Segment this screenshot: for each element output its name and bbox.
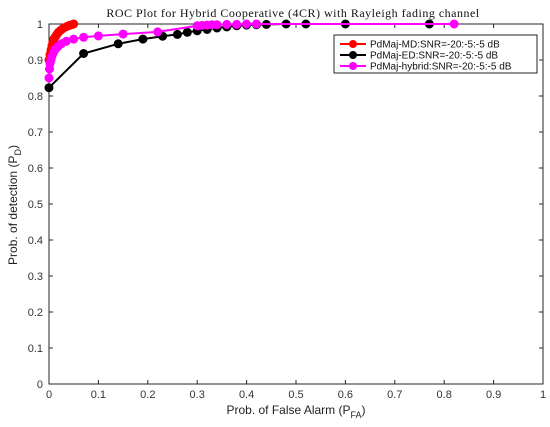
- legend-entries: PdMaj-MD:SNR=-20:-5:-5 dBPdMaj-ED:SNR=-2…: [340, 40, 512, 73]
- y-tick-label: 0: [37, 379, 43, 391]
- legend-entry: PdMaj-hybrid:SNR=-20:-5:-5 dB: [340, 62, 512, 73]
- x-axis-label-subscript: FA: [351, 410, 362, 420]
- y-tick-label: 0.4: [28, 235, 43, 247]
- data-point: [153, 27, 163, 37]
- data-point: [113, 39, 123, 49]
- x-axis-label-close: ): [362, 403, 366, 417]
- legend-marker: [349, 51, 357, 59]
- y-tick-label: 0.3: [28, 271, 43, 283]
- x-axis-label: Prob. of False Alarm (PFA): [226, 403, 365, 420]
- axis-ticks: 0 0.1 0.2 0.3 0.4 0.5 0.6 0.7 0.8 0.9 1 0 0.1 0.2 0.3 0…: [28, 19, 546, 401]
- x-tick-label: 0: [46, 389, 52, 401]
- series-3: [44, 19, 459, 83]
- y-tick-label: 0.8: [28, 91, 43, 103]
- y-tick-label: 0.9: [28, 55, 43, 67]
- legend-label: PdMaj-hybrid:SNR=-20:-5:-5 dB: [370, 62, 512, 73]
- data-point: [93, 31, 103, 41]
- data-point: [242, 19, 252, 29]
- data-point: [44, 83, 54, 93]
- data-point: [138, 34, 148, 44]
- legend-label: PdMaj-ED:SNR=-20:-5:-5 dB: [370, 51, 498, 62]
- x-tick-label: 0.4: [239, 389, 254, 401]
- data-point: [212, 20, 222, 30]
- series-layer: [44, 19, 459, 93]
- x-tick-label: 1: [540, 389, 546, 401]
- y-tick-label: 1: [37, 19, 43, 31]
- data-point: [118, 29, 128, 39]
- y-tick-label: 0.5: [28, 199, 43, 211]
- data-point: [79, 49, 89, 58]
- y-axis-label: Prob. of detection (PD): [6, 145, 23, 265]
- x-tick-label: 0.6: [338, 389, 353, 401]
- legend-label: PdMaj-MD:SNR=-20:-5:-5 dB: [370, 40, 500, 51]
- data-point: [252, 19, 261, 29]
- chart-title: ROC Plot for Hybrid Cooperative (4CR) wi…: [106, 6, 479, 20]
- legend: PdMaj-MD:SNR=-20:-5:-5 dBPdMaj-ED:SNR=-2…: [333, 34, 538, 74]
- data-point: [79, 32, 89, 42]
- x-tick-label: 0.5: [288, 389, 303, 401]
- x-axis-label-main: Prob. of False Alarm (P: [226, 403, 350, 417]
- x-tick-label: 0.2: [140, 389, 155, 401]
- x-tick-label: 0.9: [486, 389, 501, 401]
- data-point: [172, 29, 182, 39]
- y-tick-label: 0.2: [28, 307, 43, 319]
- x-tick-label: 0.7: [387, 389, 402, 401]
- data-point: [182, 27, 192, 37]
- data-point: [44, 73, 54, 83]
- y-tick-label: 0.7: [28, 127, 43, 139]
- y-tick-label: 0.1: [28, 343, 43, 355]
- data-point: [449, 19, 459, 29]
- data-point: [69, 19, 79, 29]
- legend-entry: PdMaj-MD:SNR=-20:-5:-5 dB: [340, 40, 500, 51]
- x-tick-label: 0.8: [437, 389, 452, 401]
- x-tick-label: 0.1: [91, 389, 106, 401]
- y-axis-label-close: ): [6, 145, 20, 149]
- x-tick-label: 0.3: [190, 389, 205, 401]
- data-point: [69, 34, 79, 44]
- y-tick-label: 0.6: [28, 163, 43, 175]
- legend-entry: PdMaj-ED:SNR=-20:-5:-5 dB: [340, 51, 498, 62]
- plot-frame: [48, 23, 544, 385]
- data-point: [232, 19, 242, 29]
- legend-marker: [349, 62, 357, 70]
- legend-marker: [349, 40, 357, 48]
- y-axis-label-main: Prob. of detection (P: [6, 156, 20, 265]
- data-point: [61, 36, 71, 46]
- legend-box: [333, 34, 538, 74]
- data-point: [222, 19, 232, 29]
- y-axis-label-subscript: D: [13, 149, 23, 156]
